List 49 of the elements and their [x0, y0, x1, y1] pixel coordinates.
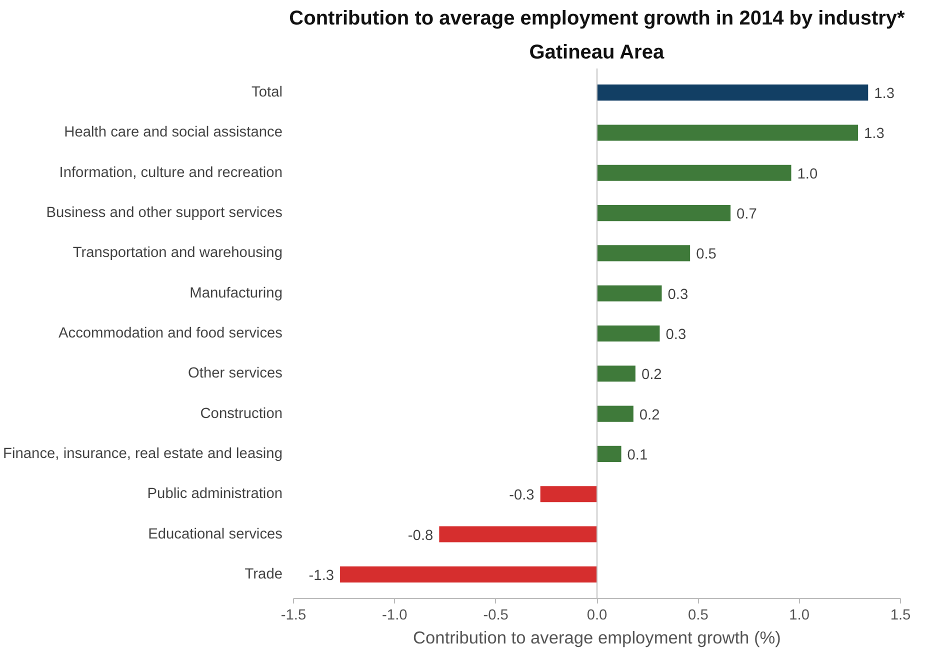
bar	[439, 526, 597, 542]
bar	[540, 486, 597, 502]
y-tick-label: Manufacturing	[190, 285, 283, 302]
y-tick-label: Construction	[200, 406, 283, 422]
bar	[597, 84, 868, 101]
x-tick-label: 0.0	[586, 608, 608, 624]
data-label: 0.2	[639, 407, 660, 424]
y-tick-label: Information, culture and recreation	[59, 164, 283, 181]
y-tick-label: Other services	[188, 366, 283, 382]
data-label: 0.1	[627, 447, 648, 464]
x-axis-title: Contribution to average employment growth (%)	[413, 628, 781, 648]
data-label: 1.0	[797, 166, 818, 182]
bar	[597, 446, 622, 462]
y-tick-label: Public administration	[147, 486, 283, 502]
bar	[597, 406, 634, 422]
bar	[340, 566, 597, 582]
bar	[597, 245, 690, 262]
chart-title: Contribution to average employment growth in 2014 by industry*	[289, 8, 906, 30]
x-tick-label: -0.5	[483, 608, 508, 624]
y-tick-label: Business and other support services	[46, 205, 283, 222]
chart-subtitle: Gatineau Area	[529, 42, 665, 64]
x-tick-label: 0.5	[688, 608, 708, 624]
data-label: -1.3	[308, 568, 334, 584]
x-tick-label: 1.0	[789, 608, 810, 624]
bar	[597, 366, 636, 382]
data-label: 0.3	[666, 327, 686, 343]
data-label: -0.3	[509, 488, 534, 504]
data-label: 0.7	[736, 206, 757, 223]
data-label: 1.3	[864, 126, 884, 142]
data-label: 0.3	[668, 286, 688, 303]
data-label: -0.8	[408, 528, 434, 544]
x-tick-label: -1.0	[382, 608, 408, 624]
data-label: 0.2	[641, 367, 662, 384]
bar	[597, 205, 731, 222]
bar	[597, 124, 858, 141]
y-tick-label: Educational services	[148, 526, 283, 542]
bar	[597, 285, 662, 302]
data-label: 1.3	[874, 86, 894, 102]
y-tick-label: Health care and social assistance	[64, 124, 283, 141]
x-tick-label: 1.5	[890, 608, 911, 624]
data-label: 0.5	[696, 246, 716, 263]
y-tick-label: Total	[252, 84, 283, 101]
y-tick-label: Finance, insurance, real estate and leasing	[3, 446, 283, 462]
y-tick-label: Transportation and warehousing	[72, 245, 283, 262]
y-tick-label: Accommodation and food services	[58, 326, 282, 342]
bar	[597, 325, 660, 342]
y-tick-label: Trade	[244, 566, 283, 582]
x-tick-label: -1.5	[280, 608, 306, 624]
bar	[597, 164, 792, 181]
